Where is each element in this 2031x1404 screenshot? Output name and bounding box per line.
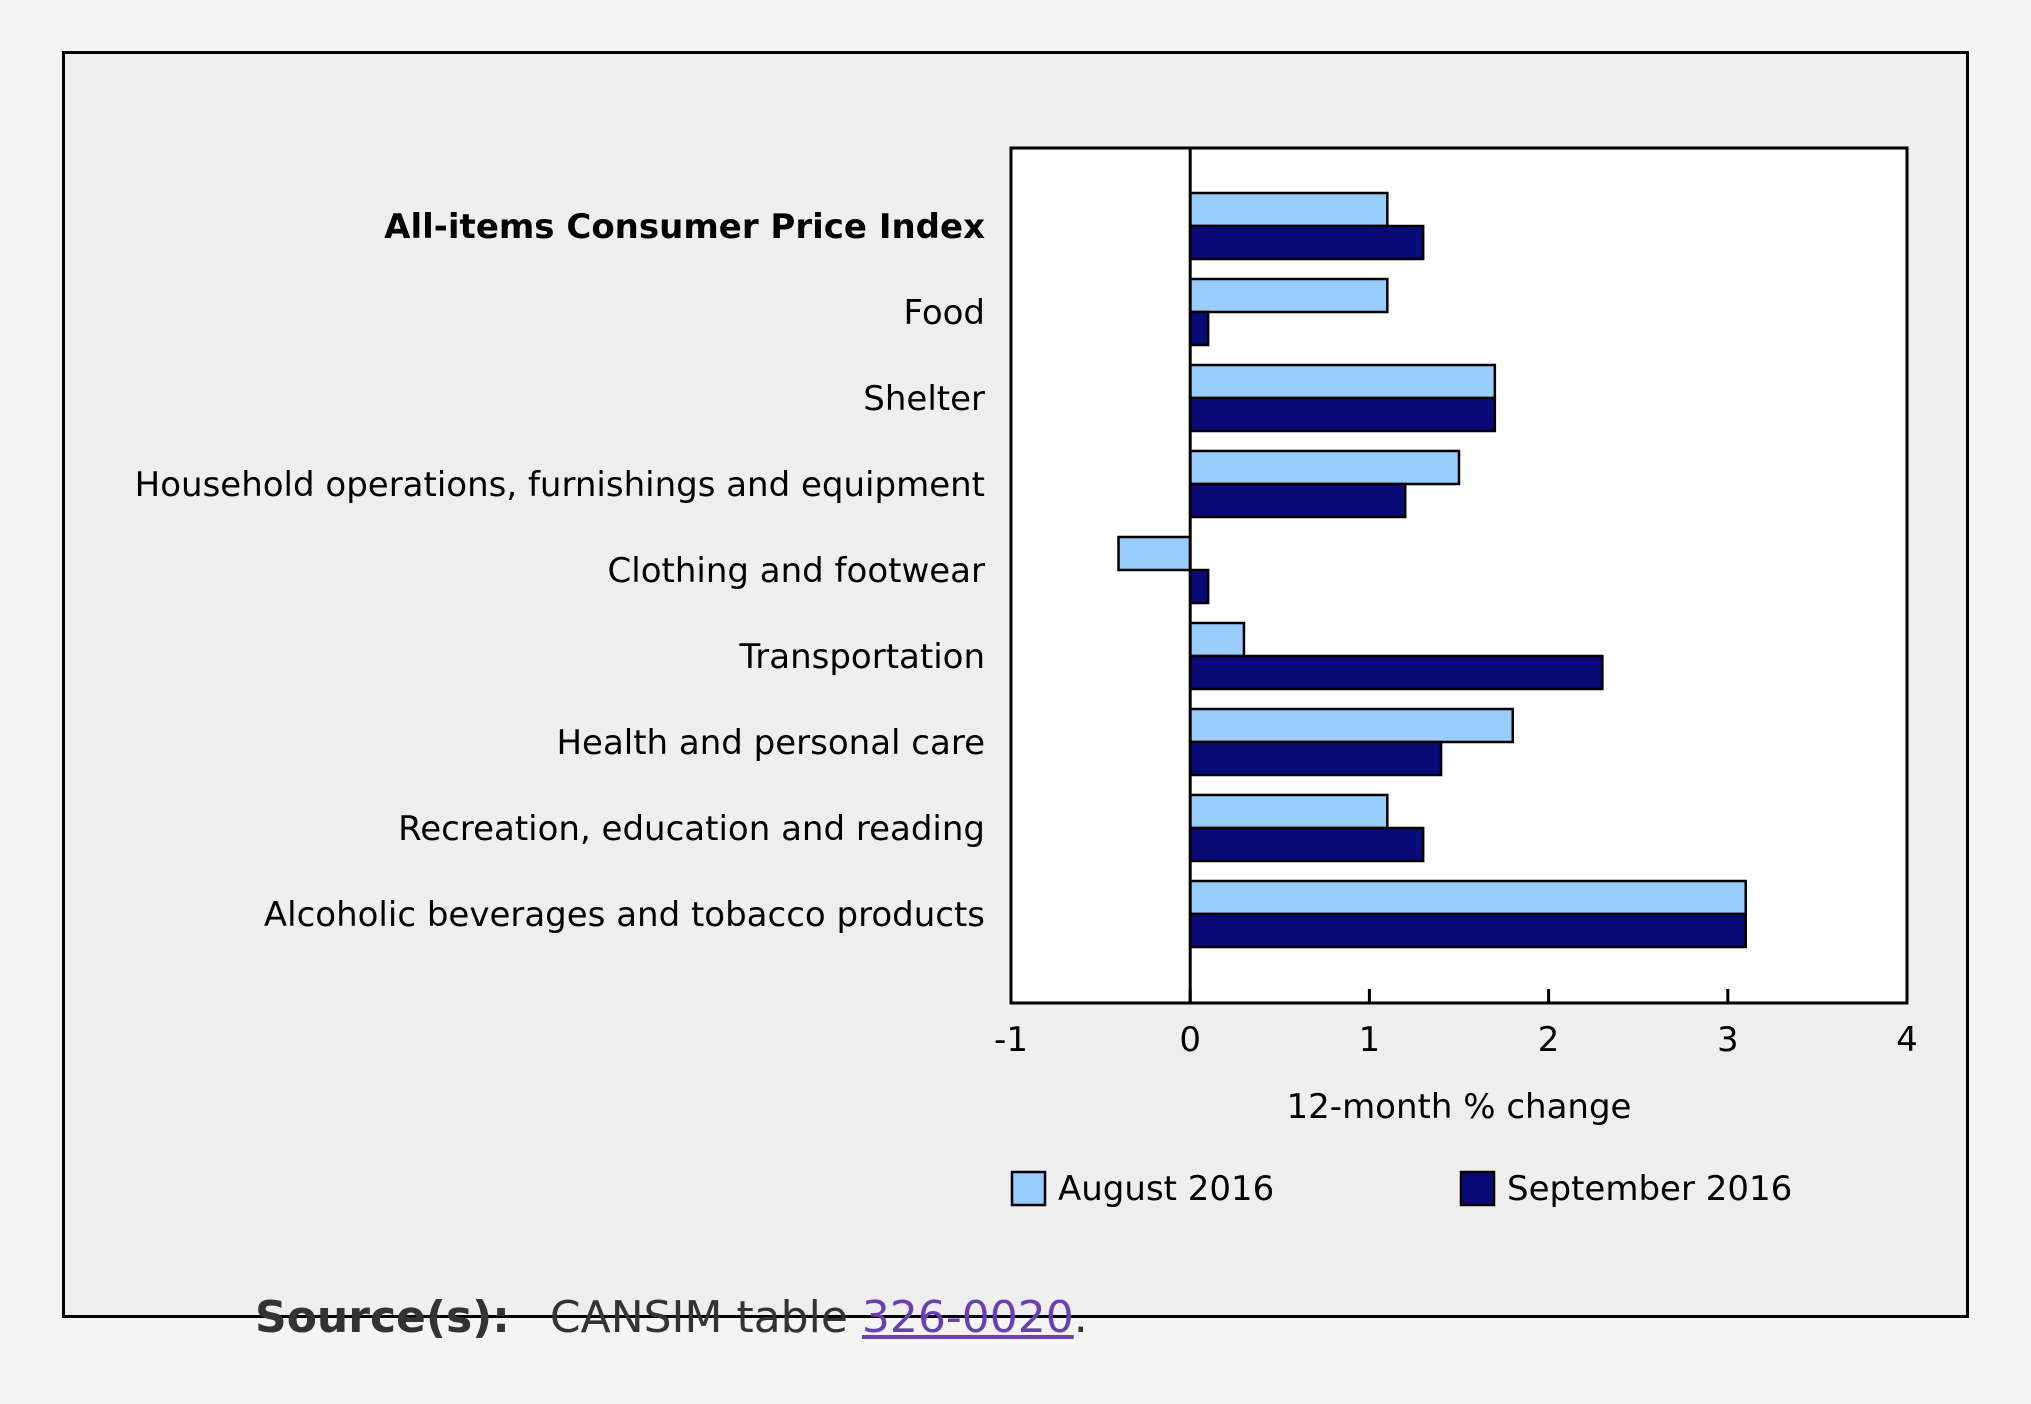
source-label: Source(s):: [255, 1292, 510, 1343]
bar-aug-0: [1188, 191, 1389, 228]
bars-group: [1117, 191, 1747, 949]
bar-aug-1: [1188, 277, 1389, 314]
bar-sep-4: [1188, 568, 1210, 605]
x-axis-ticks: -1 0 1 2 3 4: [994, 989, 1918, 1060]
bar-sep-3: [1188, 482, 1407, 519]
bar-chart: All-items Consumer Price Index Food Shelte…: [135, 146, 1918, 1209]
source-link[interactable]: 326-0020: [861, 1292, 1074, 1343]
category-label: Clothing and footwear: [608, 551, 985, 591]
category-label: Shelter: [863, 379, 985, 419]
legend-swatch: [1010, 1170, 1047, 1207]
bar-aug-5: [1188, 621, 1246, 658]
x-tick-label: -1: [994, 1020, 1028, 1060]
bar-aug-3: [1188, 449, 1461, 486]
category-label: Transportation: [738, 637, 985, 677]
bar-aug-6: [1188, 707, 1515, 744]
x-axis-title: 12-month % change: [1287, 1087, 1632, 1127]
bar-sep-0: [1188, 224, 1425, 261]
legend-label: August 2016: [1058, 1169, 1274, 1209]
category-label: Health and personal care: [556, 723, 985, 763]
legend-label: September 2016: [1507, 1169, 1792, 1209]
bar-aug-4: [1117, 535, 1192, 572]
bar-sep-8: [1188, 912, 1747, 949]
category-label: Food: [903, 293, 985, 333]
bar-sep-7: [1188, 826, 1425, 863]
plot-area: [1009, 146, 1909, 1005]
source-suffix: .: [1073, 1292, 1088, 1343]
x-tick-label: 2: [1538, 1020, 1560, 1060]
legend-swatch: [1459, 1170, 1496, 1207]
category-label: All-items Consumer Price Index: [384, 207, 985, 247]
bar-aug-7: [1188, 793, 1389, 830]
bar-sep-2: [1188, 396, 1497, 433]
chart-figure: All-items Consumer Price Index Food Shelte…: [62, 51, 1969, 1343]
bar-sep-6: [1188, 740, 1443, 777]
x-tick-label: 0: [1179, 1020, 1201, 1060]
source-text: CANSIM table: [549, 1292, 848, 1343]
x-tick-label: 3: [1717, 1020, 1739, 1060]
x-tick-label: 1: [1359, 1020, 1381, 1060]
bar-aug-8: [1188, 879, 1747, 916]
legend: August 2016 September 2016: [1010, 1169, 1792, 1209]
source-note: Source(s): CANSIM table 326-0020.: [255, 1292, 1088, 1343]
bar-aug-2: [1188, 363, 1497, 400]
category-label: Recreation, education and reading: [398, 809, 985, 849]
category-label: Alcoholic beverages and tobacco products: [264, 895, 985, 935]
bar-sep-1: [1188, 310, 1210, 347]
bar-sep-5: [1188, 654, 1604, 691]
category-label: Household operations, furnishings and eq…: [135, 465, 985, 505]
category-labels: All-items Consumer Price Index Food Shelte…: [135, 207, 985, 935]
x-tick-label: 4: [1896, 1020, 1918, 1060]
